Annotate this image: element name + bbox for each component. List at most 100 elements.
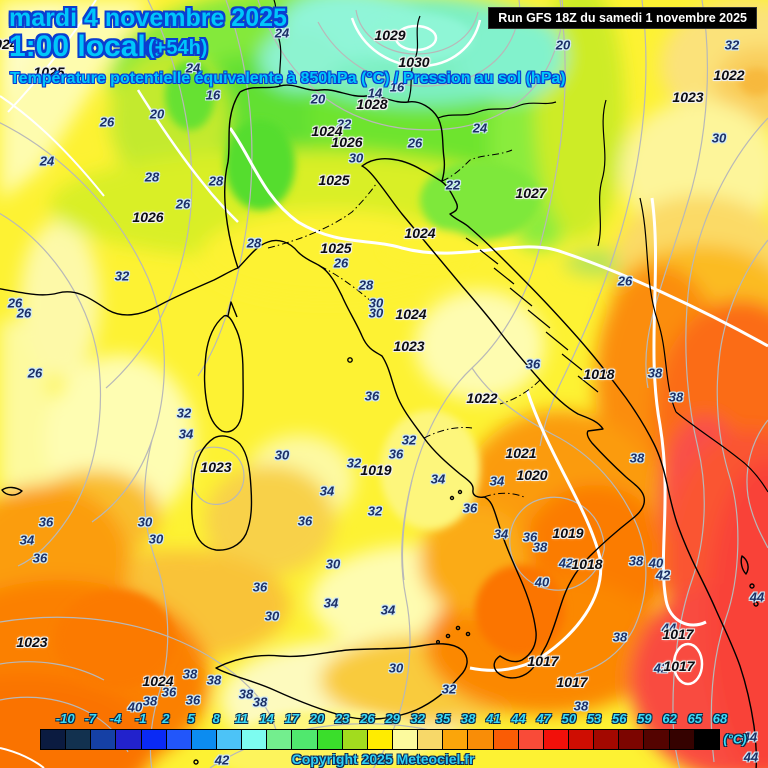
map-label-temperature: 26 [333,255,349,271]
scale-tick-label: 35 [435,711,451,726]
map-label-temperature: 30 [325,556,341,572]
map-label-temperature: 32 [114,268,130,284]
map-label-temperature: 38 [612,629,628,645]
scale-tick-label: 8 [212,711,220,726]
map-label-pressure: 1017 [663,658,695,674]
scale-tick-label: 14 [259,711,274,726]
scale-cell [292,730,318,749]
map-label-temperature: 36 [462,500,478,516]
map-label-pressure: 1026 [132,209,164,225]
map-label-pressure: 1017 [556,674,588,690]
scale-tick-label: 62 [662,711,677,726]
map-label-temperature: 20 [310,91,326,107]
map-label-temperature: 30 [264,608,280,624]
scale-tick-label: 26 [360,711,375,726]
map-label-temperature: 38 [142,693,158,709]
scale-cell [41,730,67,749]
map-label-temperature: 36 [522,529,538,545]
map-label-temperature: 26 [27,365,43,381]
scale-cell [518,730,544,749]
scale-cell [166,730,192,749]
map-label-temperature: 26 [16,305,32,321]
map-label-temperature: 32 [441,681,457,697]
scale-cell [216,730,243,749]
scale-tick-label: 2 [162,711,170,726]
map-label-temperature: 44 [742,729,758,745]
map-label-temperature: 30 [137,514,153,530]
map-label-pressure: 1018 [571,556,603,572]
map-label-temperature: 26 [407,135,423,151]
scale-tick-label: 44 [511,711,526,726]
scale-tick-label: 38 [460,711,476,726]
scale-cell [619,730,645,749]
map-label-temperature: 36 [297,513,313,529]
map-label-temperature: 36 [252,579,268,595]
scale-tick-label: 59 [637,711,652,726]
map-label-temperature: 34 [178,426,194,442]
scale-cell [568,730,595,749]
map-label-temperature: 24 [274,25,290,41]
map-label-temperature: 42 [655,567,671,583]
map-label-pressure: 1018 [583,366,615,382]
scale-tick-label: 17 [284,711,300,726]
map-label-temperature: 26 [175,196,191,212]
map-label-temperature: 36 [38,514,54,530]
scale-cell [66,730,92,749]
map-label-pressure: 1023 [672,89,704,105]
map-label-temperature: 28 [246,235,262,251]
map-label-pressure: 1023 [16,634,48,650]
scale-cell [493,730,519,749]
map-label-pressure: 1027 [515,185,547,201]
theta-e-field-accents [55,13,768,768]
scale-cell [267,730,293,749]
map-label-temperature: 38 [629,450,645,466]
map-label-temperature: 36 [32,550,48,566]
scale-cell [468,730,494,749]
map-label-temperature: 24 [39,153,55,169]
scale-cell [116,730,142,749]
map-label-temperature: 36 [185,692,201,708]
scale-cell [191,730,217,749]
map-label-temperature: 34 [19,532,35,548]
map-label-temperature: 38 [628,553,644,569]
scale-tick-label: 29 [385,711,400,726]
map-label-temperature: 34 [380,602,396,618]
scale-tick-label: -7 [84,711,97,726]
scale-tick-label: 47 [536,711,551,726]
map-label-temperature: 36 [161,684,177,700]
scale-cell [392,730,419,749]
map-label-pressure: 1019 [552,525,584,541]
map-label-temperature: 42 [214,752,230,768]
scale-tick-label: 41 [486,711,501,726]
map-label-temperature: 36 [525,356,541,372]
map-label-temperature: 24 [472,120,488,136]
map-label-temperature: 36 [388,446,404,462]
copyright-text: Copyright 2025 Meteociel.fr [291,751,475,767]
map-label-temperature: 38 [573,698,589,714]
scale-tick-label: 50 [561,711,577,726]
map-label-temperature: 30 [368,305,384,321]
map-label-temperature: 14 [367,85,383,101]
map-label-temperature: 34 [489,473,505,489]
map-label-temperature: 38 [182,666,198,682]
map-label-temperature: 28 [358,277,374,293]
scale-cell [418,730,444,749]
map-label-temperature: 32 [401,432,417,448]
map-label-temperature: 36 [364,388,380,404]
map-label-pressure: 1024 [311,123,343,139]
map-label-pressure: 1024 [142,673,174,689]
map-label-temperature: 32 [176,405,192,421]
map-label-pressure: 1025 [33,64,65,80]
map-label-temperature: 44 [743,749,759,765]
scale-tick-label: -1 [134,711,147,726]
map-label-temperature: 16 [389,79,405,95]
map-label-temperature: 38 [206,672,222,688]
map-label-temperature: 34 [493,526,509,542]
scale-cell [543,730,569,749]
map-label-temperature: 20 [555,37,571,53]
scale-cell [317,730,343,749]
map-label-temperature: 28 [144,169,160,185]
